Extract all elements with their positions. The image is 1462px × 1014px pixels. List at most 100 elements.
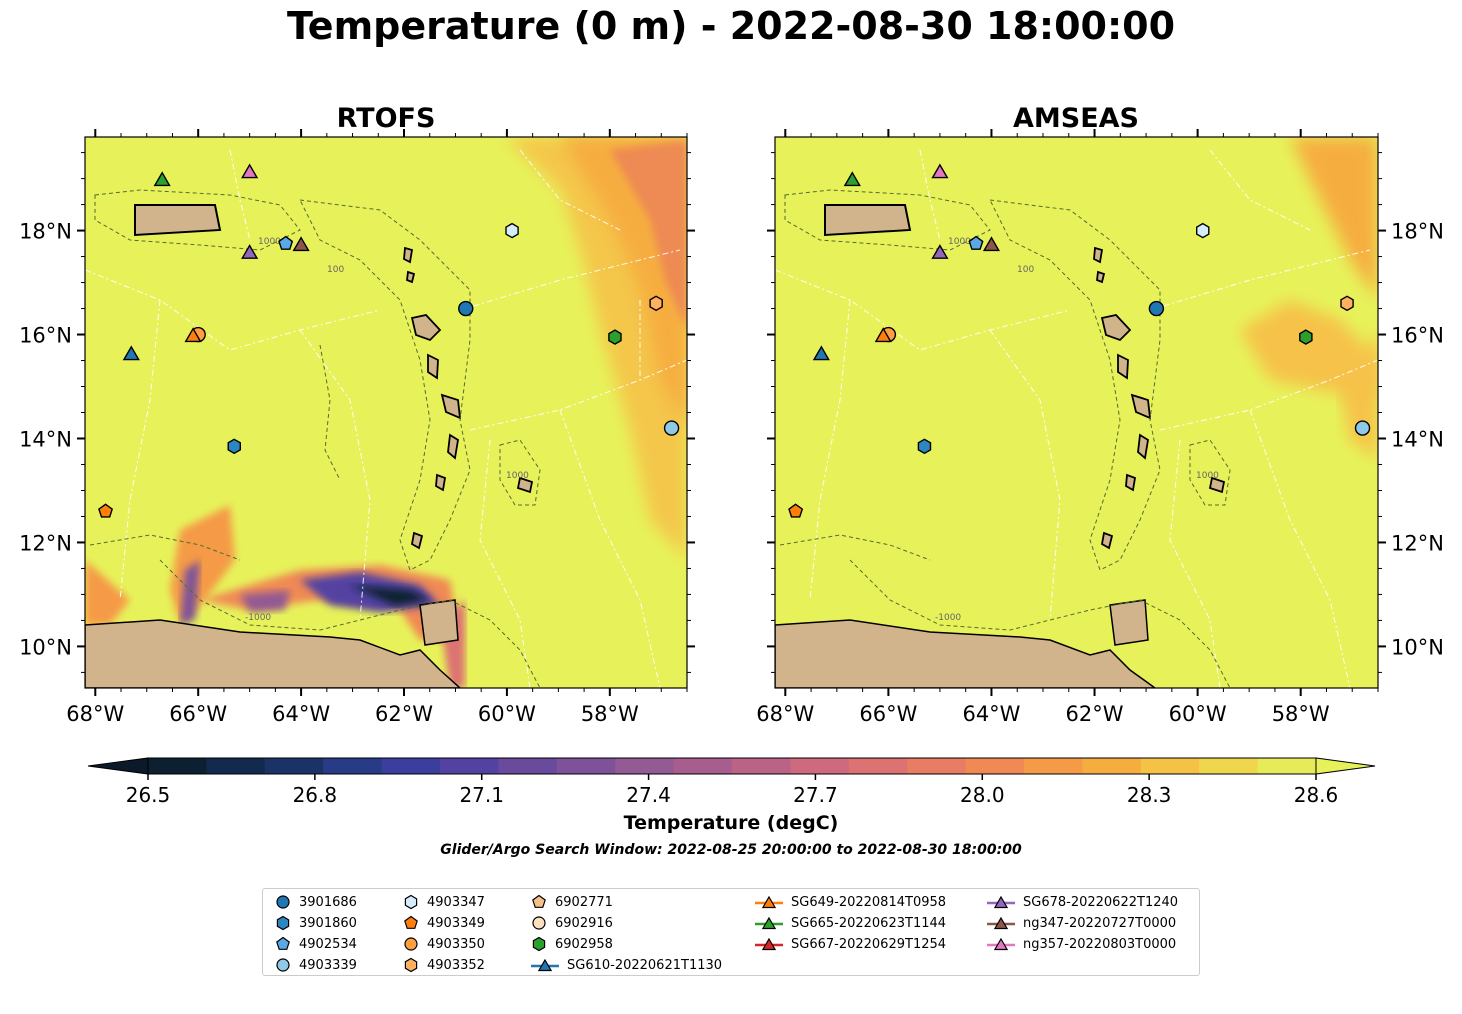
circle-icon <box>276 958 290 972</box>
contour-label: 1000 <box>506 471 529 481</box>
land-south-america <box>775 619 1157 688</box>
argo-float-marker <box>1354 420 1371 436</box>
lon-tick-label: 68°W <box>756 702 814 726</box>
colorbar-tick-label: 26.5 <box>126 783 171 807</box>
lon-tick-label: 66°W <box>859 702 917 726</box>
pentagon-icon <box>276 936 290 950</box>
colorbar-segment <box>498 758 558 774</box>
cold-plume-south <box>85 505 465 688</box>
white-cable-lines <box>775 149 1378 688</box>
argo-float-marker <box>458 300 474 317</box>
search-window-caption: Glider/Argo Search Window: 2022-08-25 20… <box>440 842 1022 858</box>
legend-label: 6902771 <box>555 894 613 910</box>
colorbar-tick-label: 27.4 <box>626 783 671 807</box>
lon-tick-label: 58°W <box>1272 702 1330 726</box>
colorbar-segment <box>907 758 967 774</box>
land-puerto-rico <box>134 204 222 237</box>
legend-label: SG678-20220622T1240 <box>1023 894 1179 910</box>
contour-label: -1000 <box>935 613 961 623</box>
axis-ticks-left-panel: 68°W 66°W 64°W 62°W 60°W 58°W 10°N 12°N 14°N 16°N… <box>19 129 695 726</box>
contour-label: 1000 <box>948 237 971 247</box>
lat-tick-label: 10°N <box>1391 635 1444 659</box>
legend-label: 4903339 <box>299 957 357 973</box>
panel-rtofs: RTOFS <box>19 103 695 726</box>
legend-label: SG667-20220629T1254 <box>791 936 947 952</box>
contour-label: 100 <box>1017 265 1034 275</box>
argo-float-marker <box>227 438 242 455</box>
legend-item-float: 4903350 <box>403 935 485 953</box>
land-south-america <box>85 619 462 688</box>
lat-tick-label: 14°N <box>19 427 72 451</box>
land-puerto-rico <box>824 204 912 237</box>
white-cable-lines <box>85 149 687 688</box>
hexagon-icon <box>404 957 418 973</box>
lat-tick-label: 16°N <box>1391 324 1444 348</box>
legend-item-float: 6902958 <box>531 935 613 953</box>
argo-float-marker <box>1299 329 1313 345</box>
station-markers-left <box>98 163 680 518</box>
legend-label: 4903347 <box>427 894 485 910</box>
lon-tick-label: 60°W <box>478 702 536 726</box>
hexagon-icon <box>404 894 418 910</box>
glider-marker <box>931 244 949 259</box>
pentagon-icon <box>404 915 418 929</box>
contour-label: 100 <box>327 265 344 275</box>
contour-label: 1000 <box>258 237 281 247</box>
colorbar-tick-label: 28.6 <box>1294 783 1339 807</box>
chart-title: Temperature (0 m) - 2022-08-30 18:00:00 <box>286 4 1176 48</box>
argo-float-marker <box>968 235 984 250</box>
argo-float-marker <box>1195 222 1210 239</box>
legend-item-float: 4903347 <box>403 893 485 911</box>
legend-item-glider: ng347-20220727T0000 <box>987 914 1176 932</box>
land-trinidad <box>419 599 459 646</box>
colorbar-segment <box>848 758 908 774</box>
glider-marker <box>874 327 892 343</box>
legend-item-float: 4902534 <box>275 935 357 953</box>
land-lesser-antilles <box>1093 246 1226 550</box>
colorbar-tick-label: 26.8 <box>293 783 338 807</box>
glider-marker <box>184 327 202 343</box>
lat-tick-label: 18°N <box>19 220 72 244</box>
argo-float-marker <box>608 329 622 345</box>
panel-title-amseas: AMSEAS <box>1013 103 1139 134</box>
lon-tick-label: 62°W <box>375 702 433 726</box>
colorbar-tick-label: 27.1 <box>459 783 504 807</box>
colorbar-segment <box>323 758 383 774</box>
legend-item-float: 4903339 <box>275 956 357 974</box>
legend-item-float: 3901860 <box>275 914 357 932</box>
legend-item-glider: SG667-20220629T1254 <box>755 935 946 953</box>
axis-ticks-right-panel: 68°W 66°W 64°W 62°W 60°W 58°W 10°N 12°N 14°N 16°N… <box>756 129 1444 726</box>
glider-marker <box>241 163 259 179</box>
triangle-icon <box>987 895 1015 909</box>
panel-amseas: AMSEAS <box>756 103 1444 726</box>
glider-marker <box>122 345 140 361</box>
circle-icon <box>276 895 290 909</box>
argo-float-marker <box>663 420 680 436</box>
lon-tick-label: 62°W <box>1066 702 1124 726</box>
legend-item-glider: SG665-20220623T1144 <box>755 914 946 932</box>
colorbar-segment <box>148 758 207 774</box>
land-lesser-antilles <box>403 246 534 550</box>
circle-icon <box>532 916 546 930</box>
legend-label: SG665-20220623T1144 <box>791 915 947 931</box>
colorbar-segment <box>790 758 850 774</box>
colorbar-segment <box>1257 758 1317 774</box>
panel-title-rtofs: RTOFS <box>337 103 436 134</box>
legend-item-glider: SG610-20220621T1130 <box>531 956 722 974</box>
legend-label: 4903352 <box>427 957 485 973</box>
colorbar-tick-label: 27.7 <box>793 783 838 807</box>
legend-label: 4903349 <box>427 915 485 931</box>
lon-tick-label: 64°W <box>962 702 1020 726</box>
lat-tick-label: 18°N <box>1391 220 1444 244</box>
legend-label: 6902916 <box>555 915 613 931</box>
argo-float-marker <box>917 438 932 455</box>
contour-label-group: 1000 100 1000 -1000 <box>935 237 1219 623</box>
triangle-icon <box>755 895 783 909</box>
glider-marker <box>931 163 949 179</box>
legend-label: 4903350 <box>427 936 485 952</box>
argo-float-marker <box>278 235 294 250</box>
glider-marker <box>982 236 1001 252</box>
colorbar: 26.5 26.8 27.1 27.4 27.7 28.0 28.3 28.6 <box>87 757 1376 807</box>
argo-float-marker <box>788 503 804 518</box>
